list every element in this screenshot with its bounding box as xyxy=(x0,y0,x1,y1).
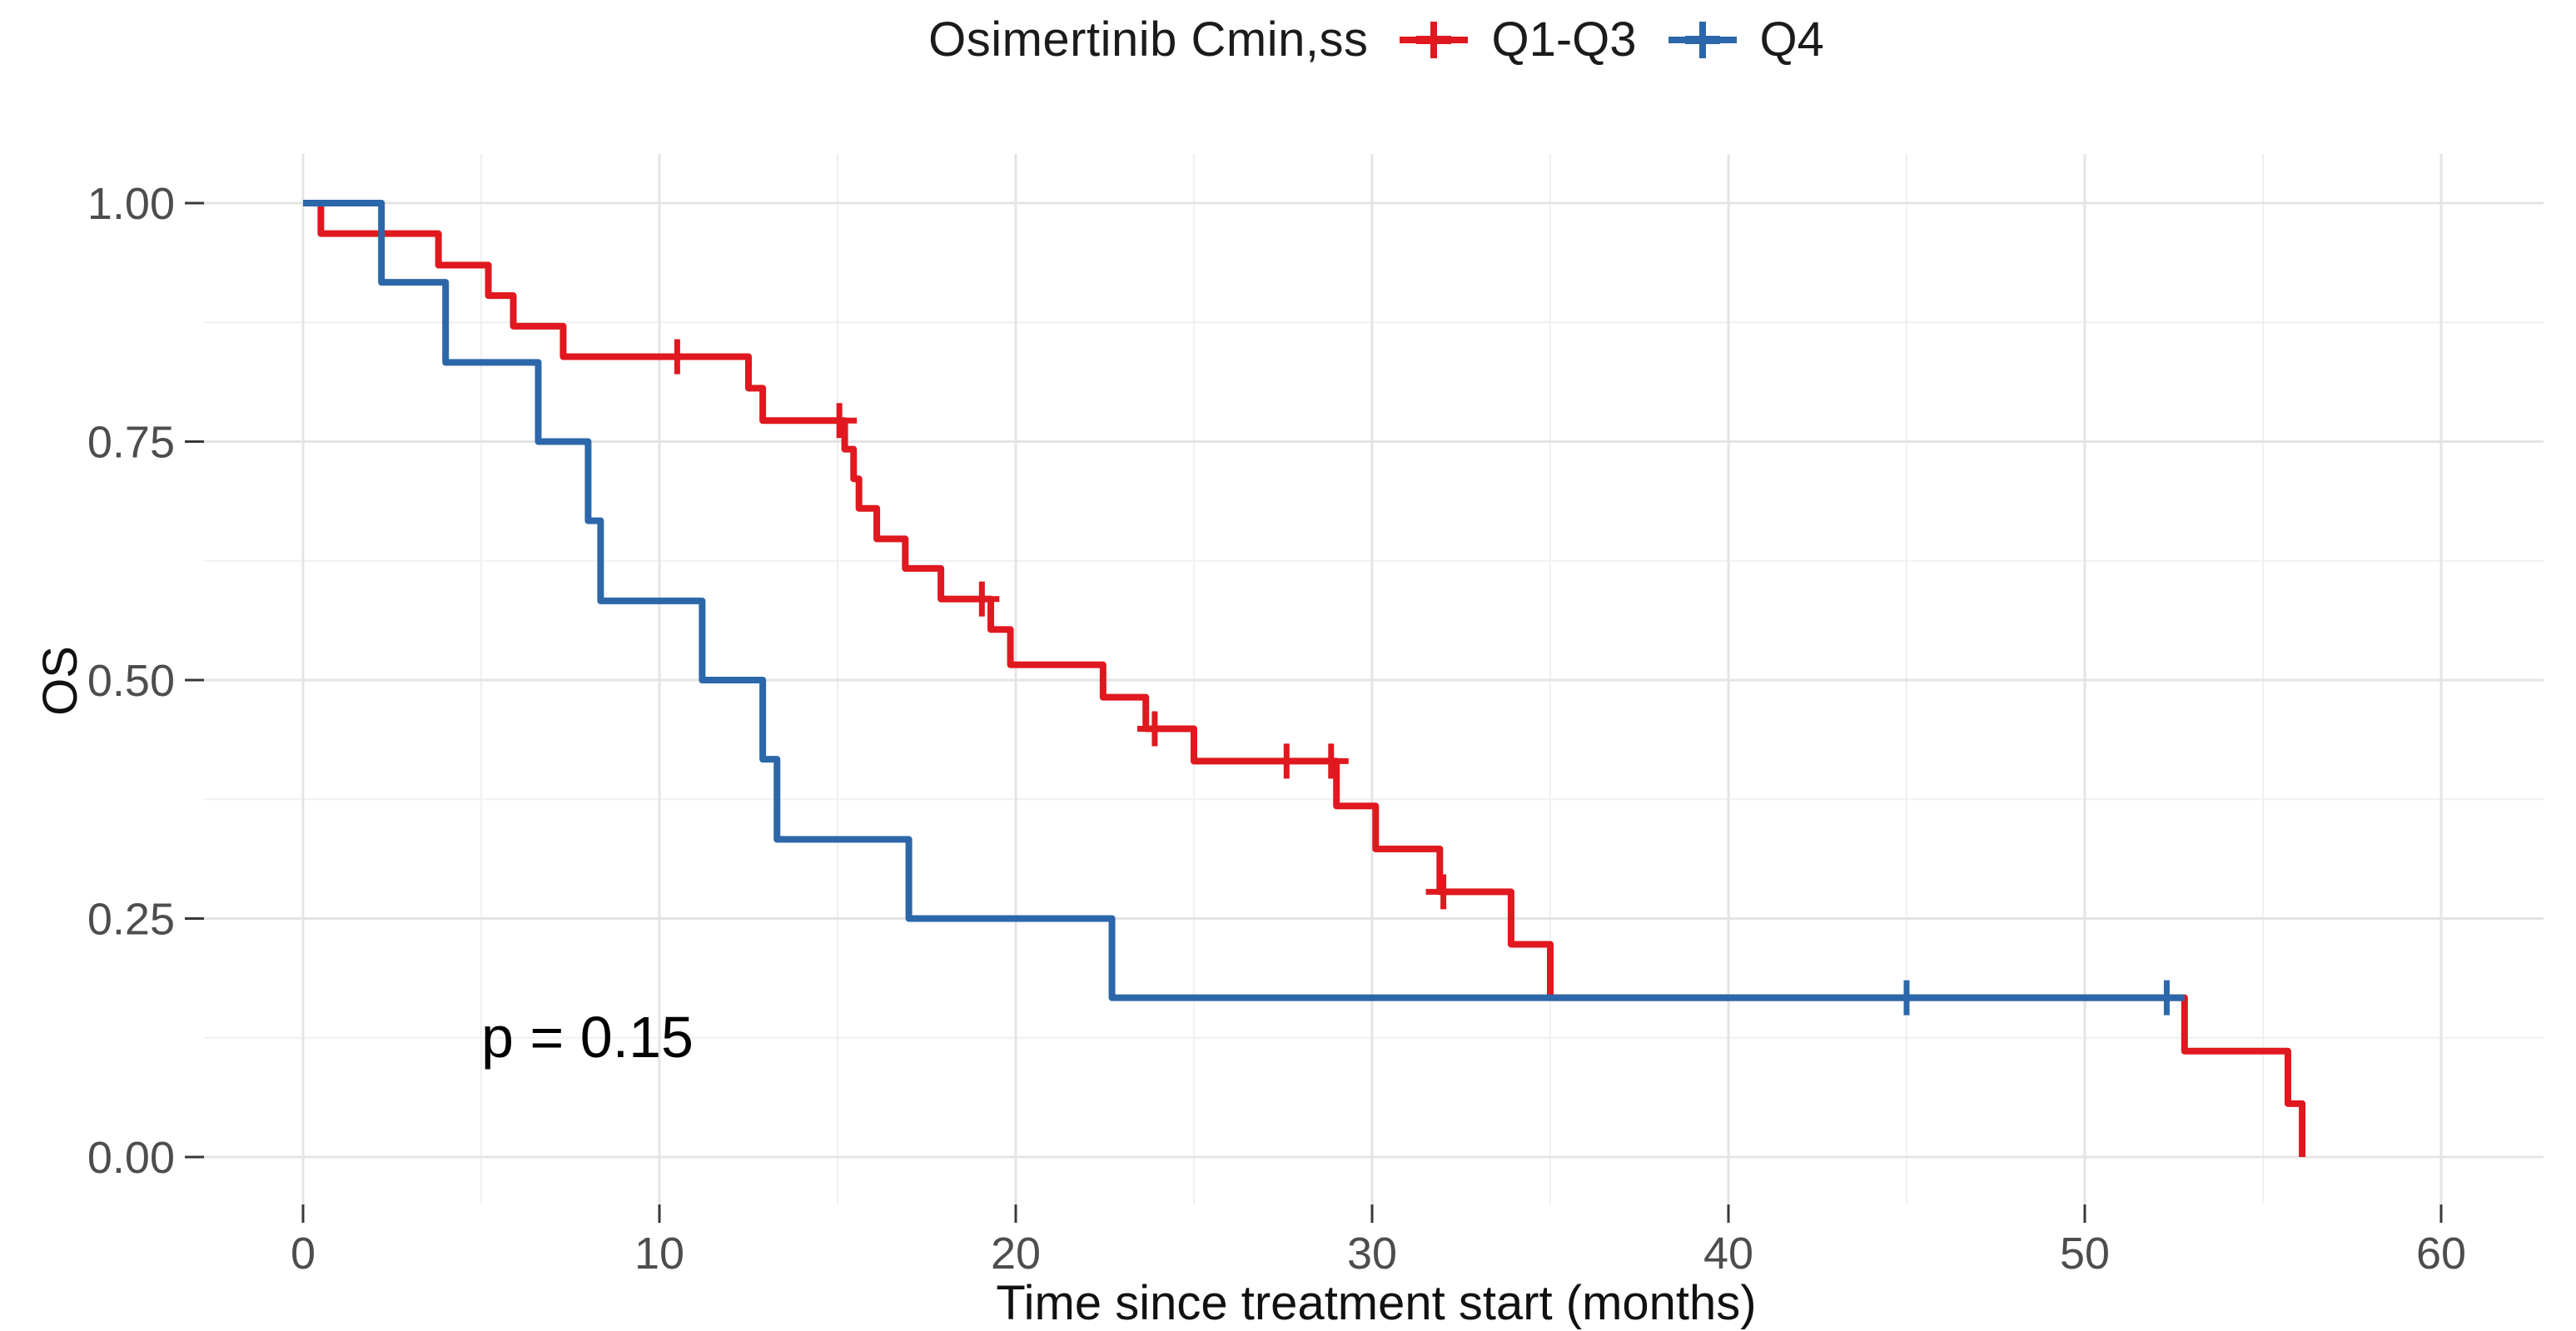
x-tick-label: 50 xyxy=(2060,1229,2110,1279)
x-tick-label: 0 xyxy=(291,1229,316,1279)
legend-item-q4: Q4 xyxy=(1665,12,1824,67)
x-tick-label: 10 xyxy=(634,1229,684,1279)
y-tick-label: 0.25 xyxy=(87,895,175,945)
x-tick-label: 60 xyxy=(2416,1229,2466,1279)
y-tick-label: 0.50 xyxy=(87,656,175,706)
x-tick-label: 30 xyxy=(1347,1229,1397,1279)
x-axis-title: Time since treatment start (months) xyxy=(996,1276,1757,1330)
survival-curve-q4 xyxy=(303,200,2185,1001)
y-tick-label: 0.75 xyxy=(87,418,175,468)
censor-plus-icon xyxy=(1668,21,1737,58)
x-tick-label: 20 xyxy=(991,1229,1041,1279)
p-value-annotation: p = 0.15 xyxy=(481,1005,694,1070)
y-axis-title: OS xyxy=(33,646,87,716)
y-tick-label: 0.00 xyxy=(87,1133,175,1183)
legend-label-q1-q3: Q1-Q3 xyxy=(1491,12,1637,67)
figure-title: Osimertinib Cmin,ss xyxy=(928,12,1369,67)
censor-plus-icon xyxy=(1400,21,1469,58)
legend-item-q1-q3: Q1-Q3 xyxy=(1396,12,1637,67)
y-tick-label: 1.00 xyxy=(87,179,175,229)
legend-label-q4: Q4 xyxy=(1759,12,1824,67)
x-tick-label: 40 xyxy=(1703,1229,1753,1279)
figure-header: Osimertinib Cmin,ss Q1-Q3 Q4 xyxy=(0,12,2576,67)
survival-curve-q1-q3 xyxy=(303,200,2306,1157)
